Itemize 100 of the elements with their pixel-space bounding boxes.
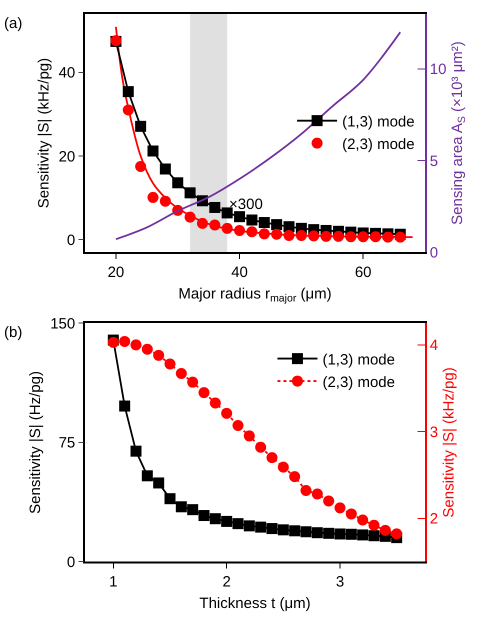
point: [258, 228, 270, 240]
point: [176, 501, 187, 512]
point: [334, 502, 346, 514]
point: [221, 516, 232, 527]
y-tick-label: 20: [58, 148, 76, 166]
x-tick-label: 1: [109, 573, 118, 590]
point: [312, 488, 323, 500]
text: (a): [4, 15, 22, 32]
point: [187, 504, 198, 516]
y2-tick-label: 4: [430, 337, 438, 354]
y-tick-label: 40: [58, 64, 76, 82]
point: [160, 164, 171, 174]
point: [284, 221, 294, 232]
x-tick-label: 3: [336, 573, 344, 590]
point: [160, 196, 171, 207]
point: [320, 230, 332, 242]
point: [234, 211, 246, 222]
point: [130, 339, 142, 350]
point: [266, 523, 278, 534]
point: [153, 350, 164, 361]
text: (b): [4, 324, 22, 341]
x-axis-title: Thickness t (μm): [199, 594, 311, 612]
legend-label: (1,3) mode: [322, 351, 395, 368]
point: [271, 228, 282, 240]
y2-tick-label: 3: [430, 424, 438, 441]
point: [184, 187, 196, 198]
point: [232, 420, 244, 432]
point: [358, 231, 369, 242]
point: [198, 510, 210, 522]
point: [380, 524, 391, 536]
point: [278, 524, 289, 536]
point: [135, 120, 146, 132]
point: [172, 177, 184, 188]
x-tick-label: 20: [108, 264, 124, 281]
y2-tick-label: 10: [430, 61, 446, 78]
point: [308, 230, 320, 242]
point: [119, 400, 130, 412]
legend-label: (2,3) mode: [342, 136, 415, 154]
point: [153, 477, 164, 488]
y2-tick-label: 0: [430, 244, 438, 262]
point: [271, 219, 282, 230]
point: [255, 522, 266, 533]
point: [209, 220, 220, 231]
point: [258, 217, 270, 228]
point: [391, 528, 402, 540]
y-tick-label: 150: [50, 315, 76, 332]
point: [357, 529, 368, 540]
y-tick-label: 0: [66, 232, 76, 249]
point: [196, 218, 208, 229]
point: [221, 408, 232, 419]
point: [119, 336, 130, 347]
point: [232, 518, 244, 530]
point: [176, 368, 187, 380]
y2-tick-label: 5: [430, 152, 438, 170]
point: [300, 485, 312, 496]
y-axis-title: Sensitivity |S| (kHz/pg): [35, 58, 52, 208]
x-tick-label: 40: [231, 264, 248, 281]
point: [209, 202, 220, 213]
point: [266, 452, 278, 464]
point: [370, 231, 382, 242]
point: [246, 214, 258, 226]
point: [289, 525, 300, 536]
point: [246, 226, 258, 238]
point: [284, 230, 294, 241]
point: [345, 231, 356, 242]
y2-axis-title: Sensitivity |S| (kHz/pg): [440, 367, 458, 518]
point: [368, 520, 380, 531]
point: [300, 526, 312, 538]
point: [142, 344, 153, 355]
point: [184, 212, 196, 223]
y-axis-title: Sensitivity |S| (Hz/pg): [26, 371, 44, 514]
point: [394, 232, 406, 243]
y-tick-label: 0: [66, 554, 76, 571]
point: [244, 430, 255, 442]
point: [289, 471, 300, 482]
point: [148, 146, 158, 157]
legend-label: (2,3) mode: [322, 374, 395, 391]
point: [382, 232, 394, 243]
point: [296, 230, 307, 241]
point: [142, 470, 153, 482]
point: [255, 442, 266, 453]
point: [357, 514, 368, 526]
x-axis-title: Major radius r$_{major}$ (μm): [178, 285, 332, 305]
point: [164, 358, 176, 370]
point: [244, 520, 255, 532]
point: [122, 104, 134, 116]
point: [135, 160, 146, 172]
point: [122, 86, 134, 98]
annotation: ×300: [229, 196, 263, 213]
y2-tick-label: 2: [430, 510, 438, 528]
point: [148, 192, 158, 203]
point: [210, 513, 221, 524]
legend-label: (1,3) mode: [342, 114, 415, 131]
point: [323, 528, 334, 539]
point: [346, 508, 357, 520]
x-tick-label: 60: [354, 264, 372, 281]
point: [278, 462, 289, 473]
point: [332, 230, 344, 242]
point: [130, 446, 142, 457]
point: [198, 387, 210, 398]
